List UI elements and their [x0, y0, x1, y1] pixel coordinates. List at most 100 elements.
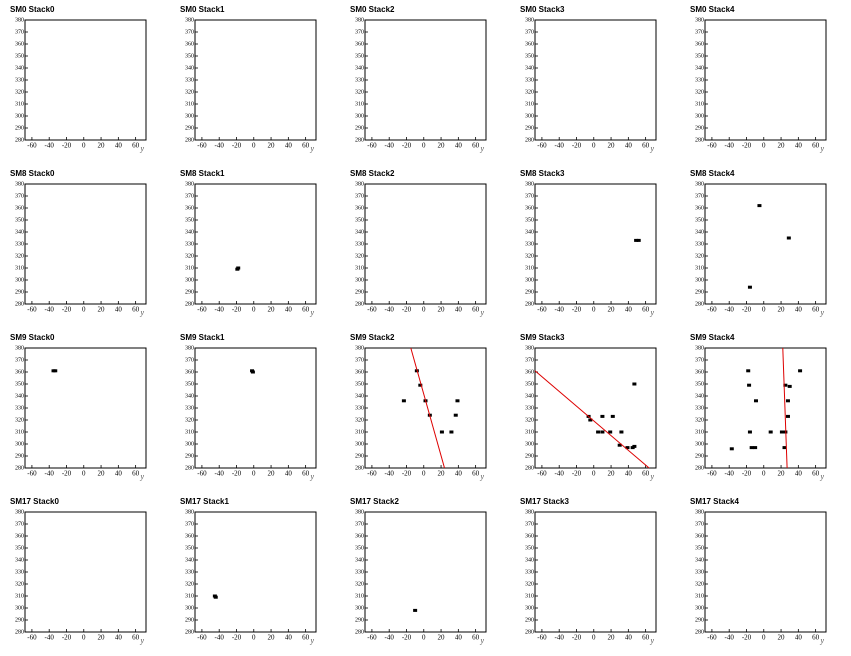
x-tick-label: 20	[268, 634, 276, 642]
x-axis-label: y	[139, 308, 144, 317]
y-tick-label: 280	[525, 301, 534, 307]
y-tick-label: 340	[15, 229, 24, 235]
x-tick-label: 40	[795, 142, 803, 150]
x-tick-label: 20	[778, 470, 786, 478]
y-tick-label: 330	[525, 241, 534, 247]
y-tick-label: 330	[525, 569, 534, 575]
x-axis-label: y	[649, 636, 654, 645]
y-tick-label: 300	[695, 113, 704, 119]
y-tick-label: 320	[15, 89, 24, 95]
y-tick-label: 310	[185, 429, 194, 435]
y-tick-label: 320	[355, 253, 364, 259]
x-tick-label: 0	[762, 634, 766, 642]
y-tick-label: 360	[185, 205, 194, 211]
y-tick-label: 320	[525, 581, 534, 587]
y-tick-label: 350	[185, 545, 194, 551]
y-tick-label: 280	[15, 629, 24, 635]
y-tick-label: 360	[15, 205, 24, 211]
x-tick-label: -60	[367, 470, 377, 478]
y-tick-label: 370	[695, 193, 704, 199]
y-tick-label: 330	[355, 77, 364, 83]
panel-title: SM9 Stack1	[180, 333, 225, 342]
y-tick-label: 380	[355, 509, 364, 515]
x-axis-label: y	[649, 472, 654, 481]
x-tick-label: 0	[82, 306, 86, 314]
y-tick-label: 330	[185, 405, 194, 411]
y-tick-label: 280	[695, 137, 704, 143]
panel-title: SM0 Stack0	[10, 5, 55, 14]
y-tick-label: 360	[355, 41, 364, 47]
y-tick-label: 360	[355, 369, 364, 375]
x-tick-label: -20	[402, 634, 412, 642]
y-tick-label: 310	[15, 593, 24, 599]
y-tick-label: 340	[15, 557, 24, 563]
x-tick-label: 20	[98, 142, 106, 150]
x-tick-label: -20	[232, 306, 242, 314]
x-tick-label: -40	[725, 142, 735, 150]
plot-frame	[364, 511, 487, 633]
x-axis-label: y	[139, 636, 144, 645]
hit-point	[619, 430, 624, 434]
y-tick-label: 290	[695, 617, 704, 623]
y-tick-label: 370	[355, 521, 364, 527]
y-tick-label: 320	[355, 581, 364, 587]
y-tick-label: 300	[15, 113, 24, 119]
y-tick-label: 360	[525, 205, 534, 211]
x-tick-label: 40	[115, 142, 123, 150]
plot-frame	[24, 511, 147, 633]
y-tick-label: 290	[355, 617, 364, 623]
y-tick-label: 330	[15, 569, 24, 575]
panel-title: SM9 Stack3	[520, 333, 565, 342]
y-tick-label: 380	[355, 181, 364, 187]
y-tick-label: 300	[355, 605, 364, 611]
x-tick-label: -60	[27, 634, 37, 642]
y-tick-label: 290	[185, 453, 194, 459]
x-tick-label: 40	[795, 306, 803, 314]
x-tick-label: 40	[625, 306, 633, 314]
y-tick-label: 370	[355, 193, 364, 199]
panel-title: SM9 Stack2	[350, 333, 395, 342]
x-tick-label: 60	[642, 634, 650, 642]
y-tick-label: 320	[525, 89, 534, 95]
hit-point	[413, 608, 418, 612]
hit-point	[768, 430, 773, 434]
x-tick-label: -40	[555, 470, 565, 478]
hit-point	[455, 399, 460, 403]
y-tick-label: 360	[695, 369, 704, 375]
y-tick-label: 310	[695, 265, 704, 271]
hit-point	[782, 446, 787, 450]
x-tick-label: -20	[62, 470, 72, 478]
x-tick-label: -60	[367, 634, 377, 642]
y-tick-label: 350	[15, 545, 24, 551]
plot-frame	[534, 183, 657, 305]
x-tick-label: -60	[197, 306, 207, 314]
y-tick-label: 360	[695, 205, 704, 211]
hit-point	[783, 383, 788, 387]
y-tick-label: 290	[695, 289, 704, 295]
y-tick-label: 340	[15, 393, 24, 399]
x-tick-label: -40	[215, 306, 225, 314]
y-tick-label: 350	[355, 381, 364, 387]
y-tick-label: 320	[15, 417, 24, 423]
y-tick-label: 350	[525, 545, 534, 551]
plot-frame	[704, 183, 827, 305]
y-tick-label: 360	[185, 41, 194, 47]
x-tick-label: 60	[132, 634, 140, 642]
x-tick-label: -40	[215, 142, 225, 150]
y-tick-label: 380	[185, 181, 194, 187]
y-tick-label: 320	[695, 253, 704, 259]
x-tick-label: 60	[132, 470, 140, 478]
hit-point	[608, 430, 613, 434]
x-tick-label: -60	[197, 470, 207, 478]
hit-point	[625, 446, 630, 450]
y-tick-label: 380	[525, 509, 534, 515]
hit-point	[610, 414, 615, 418]
y-tick-label: 380	[355, 17, 364, 23]
plot-frame	[534, 19, 657, 141]
y-tick-label: 360	[185, 533, 194, 539]
y-tick-label: 320	[185, 253, 194, 259]
hit-point	[632, 382, 637, 386]
plot-frame	[194, 347, 317, 469]
hit-point	[747, 383, 752, 387]
x-tick-label: -20	[402, 142, 412, 150]
